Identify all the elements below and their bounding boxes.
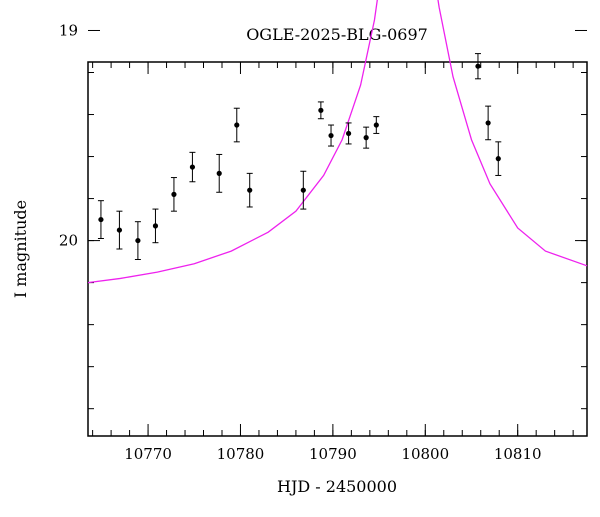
point-marker	[345, 130, 352, 137]
point-marker	[495, 156, 501, 162]
plot-frame	[87, 61, 588, 437]
point-marker	[373, 122, 379, 128]
data-point	[485, 105, 492, 141]
data-point	[317, 101, 324, 120]
x-tick-label: 10810	[494, 445, 542, 463]
data-point	[116, 210, 123, 250]
data-point	[233, 107, 240, 143]
data-point	[373, 116, 380, 134]
point-marker	[234, 122, 240, 128]
data-point	[246, 172, 253, 208]
point-marker	[152, 223, 159, 229]
x-tick-label: 10780	[217, 445, 265, 463]
x-tick-label: 10790	[309, 445, 357, 463]
chart-title: OGLE-2025-BLG-0697	[246, 25, 428, 44]
point-marker	[135, 237, 141, 244]
data-point	[300, 170, 307, 210]
data-point	[345, 122, 352, 145]
data-point	[134, 221, 141, 261]
point-marker	[98, 216, 104, 223]
data-point	[97, 200, 104, 239]
data-point	[363, 126, 370, 149]
point-marker	[318, 107, 324, 113]
point-marker	[189, 164, 196, 170]
y-axis-label: I magnitude	[11, 200, 30, 298]
point-marker	[171, 191, 177, 197]
model-curve-layer	[87, 0, 588, 284]
point-marker	[247, 187, 253, 193]
point-marker	[363, 135, 369, 141]
data-points-layer	[97, 53, 502, 261]
y-tick-label: 19	[59, 21, 78, 39]
x-tick-label: 10800	[401, 445, 449, 463]
data-point	[495, 141, 502, 176]
x-axis-label: HJD - 2450000	[277, 477, 397, 496]
data-point	[328, 124, 335, 147]
y-tick-label: 20	[59, 232, 78, 250]
model-curve	[87, 0, 588, 284]
point-marker	[485, 120, 491, 126]
point-marker	[216, 170, 222, 176]
data-point	[474, 53, 481, 80]
data-point	[170, 177, 177, 212]
point-marker	[475, 63, 481, 69]
axis-tick-labels: 1077010780107901080010810181920	[59, 21, 542, 463]
point-marker	[328, 132, 334, 139]
x-tick-label: 10770	[124, 445, 172, 463]
data-point	[152, 208, 159, 244]
data-point	[216, 153, 223, 193]
point-marker	[116, 227, 123, 233]
point-marker	[300, 187, 306, 193]
data-point	[189, 151, 196, 183]
